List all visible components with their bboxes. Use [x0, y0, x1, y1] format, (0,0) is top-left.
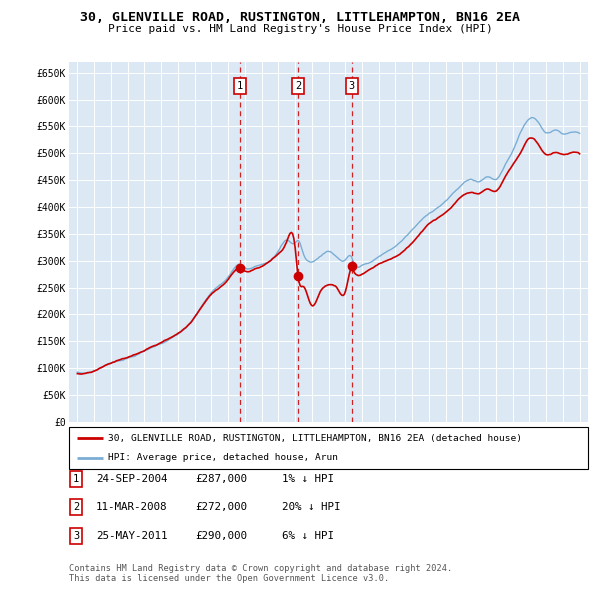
Text: 6% ↓ HPI: 6% ↓ HPI — [282, 531, 334, 540]
Text: 25-MAY-2011: 25-MAY-2011 — [96, 531, 167, 540]
Text: 24-SEP-2004: 24-SEP-2004 — [96, 474, 167, 484]
Text: 1% ↓ HPI: 1% ↓ HPI — [282, 474, 334, 484]
Text: 1: 1 — [73, 474, 79, 484]
Text: Contains HM Land Registry data © Crown copyright and database right 2024.
This d: Contains HM Land Registry data © Crown c… — [69, 563, 452, 583]
Text: 11-MAR-2008: 11-MAR-2008 — [96, 503, 167, 512]
Text: HPI: Average price, detached house, Arun: HPI: Average price, detached house, Arun — [108, 453, 338, 462]
Text: 3: 3 — [349, 81, 355, 91]
Text: 2: 2 — [73, 503, 79, 512]
Text: £272,000: £272,000 — [195, 503, 247, 512]
Text: Price paid vs. HM Land Registry's House Price Index (HPI): Price paid vs. HM Land Registry's House … — [107, 24, 493, 34]
Text: 3: 3 — [73, 531, 79, 540]
Text: £287,000: £287,000 — [195, 474, 247, 484]
Text: 30, GLENVILLE ROAD, RUSTINGTON, LITTLEHAMPTON, BN16 2EA (detached house): 30, GLENVILLE ROAD, RUSTINGTON, LITTLEHA… — [108, 434, 522, 442]
Text: £290,000: £290,000 — [195, 531, 247, 540]
Text: 1: 1 — [237, 81, 244, 91]
Text: 30, GLENVILLE ROAD, RUSTINGTON, LITTLEHAMPTON, BN16 2EA: 30, GLENVILLE ROAD, RUSTINGTON, LITTLEHA… — [80, 11, 520, 24]
Text: 2: 2 — [295, 81, 301, 91]
Text: 20% ↓ HPI: 20% ↓ HPI — [282, 503, 341, 512]
